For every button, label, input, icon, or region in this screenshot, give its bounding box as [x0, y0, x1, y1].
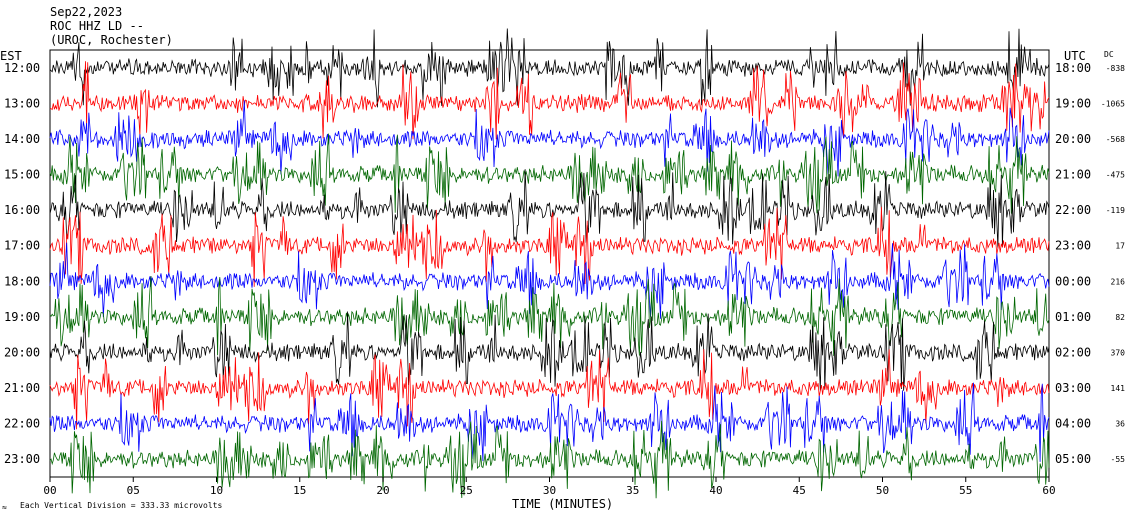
scale-note: Each Vertical Division = 333.33 microvol…	[20, 501, 222, 510]
dc-offset-label: -55	[1111, 455, 1126, 464]
dc-offset-label: -1065	[1101, 99, 1125, 108]
trace-row-3	[49, 133, 1050, 214]
row-labels: 12:00 18:00 -838 13:00 19:00 -1065 14:00 20:00 -…	[4, 61, 1125, 466]
x-tick-label: 05	[127, 484, 140, 497]
x-axis-title: TIME (MINUTES)	[512, 497, 613, 511]
dc-axis-label: DC	[1104, 50, 1114, 59]
utc-axis-label: UTC	[1064, 49, 1086, 63]
trace-row-6	[49, 242, 1050, 319]
est-time-label: 15:00	[4, 168, 40, 182]
est-time-label: 23:00	[4, 452, 40, 466]
x-tick-label: 50	[876, 484, 889, 497]
x-tick-label: 10	[210, 484, 223, 497]
trace-row-1	[49, 61, 1050, 140]
utc-time-label: 23:00	[1055, 239, 1091, 253]
dc-offset-label: 370	[1111, 348, 1126, 357]
est-time-label: 12:00	[4, 61, 40, 75]
utc-time-label: 18:00	[1055, 61, 1091, 75]
x-axis-ticks: 00 05 10 15 20 25 30 35 40 45 50 55 60	[43, 477, 1056, 497]
dc-offset-label: 36	[1115, 420, 1125, 429]
x-tick-label: 20	[376, 484, 389, 497]
x-tick-label: 00	[43, 484, 56, 497]
dc-offset-label: -838	[1106, 64, 1125, 73]
trace-layer	[49, 28, 1050, 499]
dc-offset-label: 141	[1111, 384, 1126, 393]
trace-row-9	[49, 349, 1050, 430]
x-tick-label: 15	[293, 484, 306, 497]
station-label: (UROC, Rochester)	[50, 33, 173, 47]
trace-row-7	[49, 275, 1050, 357]
trace-row-11	[49, 420, 1050, 499]
dc-offset-label: 82	[1115, 313, 1125, 322]
x-tick-label: 45	[793, 484, 806, 497]
usgs-mark-icon: ≈	[2, 503, 7, 512]
utc-time-label: 04:00	[1055, 417, 1091, 431]
est-time-label: 13:00	[4, 96, 40, 110]
utc-time-label: 21:00	[1055, 168, 1091, 182]
utc-time-label: 03:00	[1055, 381, 1091, 395]
x-tick-label: 40	[709, 484, 722, 497]
channel-label: ROC HHZ LD --	[50, 19, 144, 33]
x-tick-label: 30	[543, 484, 556, 497]
utc-time-label: 01:00	[1055, 310, 1091, 324]
est-time-label: 14:00	[4, 132, 40, 146]
trace-row-2	[49, 100, 1050, 177]
dc-offset-label: -119	[1106, 206, 1125, 215]
est-time-label: 20:00	[4, 345, 40, 359]
utc-time-label: 22:00	[1055, 203, 1091, 217]
utc-time-label: 00:00	[1055, 274, 1091, 288]
trace-row-10	[49, 382, 1050, 462]
x-tick-label: 55	[959, 484, 972, 497]
trace-row-5	[49, 206, 1050, 287]
est-time-label: 19:00	[4, 310, 40, 324]
dc-offset-label: -475	[1106, 171, 1125, 180]
utc-time-label: 05:00	[1055, 452, 1091, 466]
utc-time-label: 20:00	[1055, 132, 1091, 146]
date-label: Sep22,2023	[50, 5, 123, 19]
est-time-label: 18:00	[4, 274, 40, 288]
est-time-label: 22:00	[4, 417, 40, 431]
trace-row-0	[49, 28, 1050, 108]
est-axis-label: EST	[0, 49, 22, 63]
utc-time-label: 19:00	[1055, 96, 1091, 110]
dc-offset-label: -568	[1106, 135, 1125, 144]
x-tick-label: 25	[460, 484, 473, 497]
x-tick-label: 35	[626, 484, 639, 497]
est-time-label: 16:00	[4, 203, 40, 217]
utc-time-label: 02:00	[1055, 345, 1091, 359]
dc-offset-label: 17	[1115, 242, 1125, 251]
est-time-label: 17:00	[4, 239, 40, 253]
dc-offset-label: 216	[1111, 277, 1126, 286]
x-tick-label: 60	[1042, 484, 1055, 497]
trace-row-8	[49, 311, 1050, 391]
est-time-label: 21:00	[4, 381, 40, 395]
